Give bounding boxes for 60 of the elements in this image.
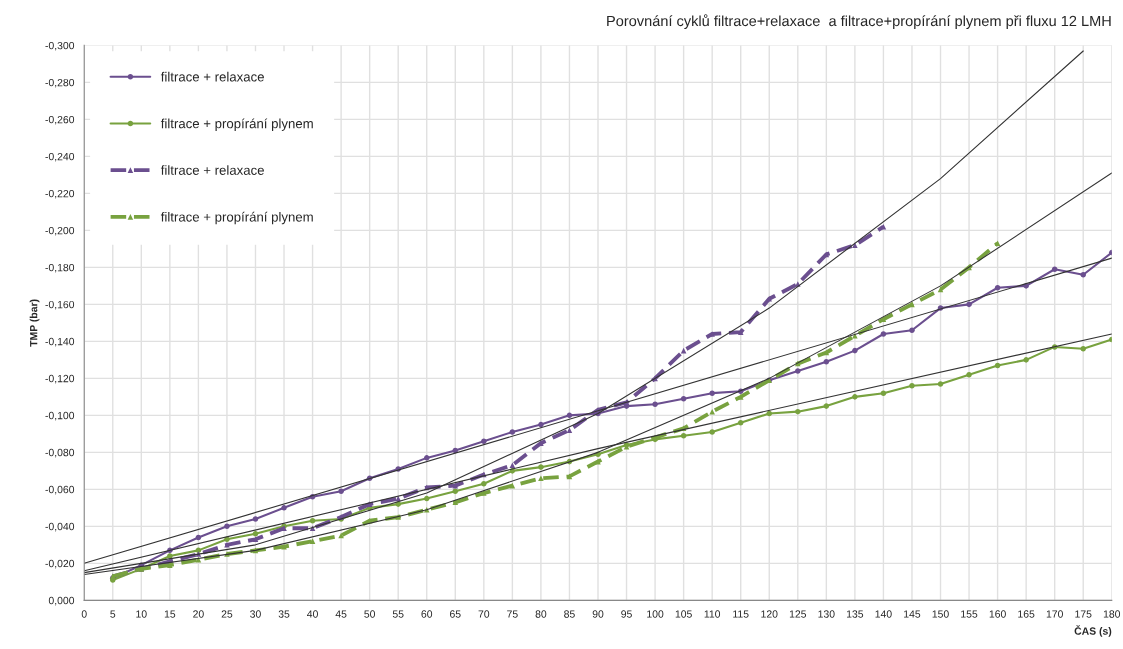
x-tick-label: 75 [507, 610, 518, 618]
x-tick-label: 145 [904, 610, 921, 618]
x-tick-label: 80 [535, 610, 547, 618]
x-tick-label: 40 [307, 610, 318, 618]
x-tick-label: 125 [789, 610, 807, 618]
x-axis-title: ČAS (s) [1074, 625, 1112, 637]
x-tick-label: 95 [621, 610, 632, 618]
y-tick-label: -0,260 [45, 115, 75, 125]
y-tick-label: -0,220 [45, 189, 75, 199]
x-tick-label: 130 [818, 610, 835, 618]
x-tick-label: 10 [136, 610, 147, 618]
x-tick-label: 135 [846, 610, 864, 618]
x-tick-label: 45 [335, 610, 347, 618]
y-tick-label: -0,080 [45, 448, 75, 458]
y-tick-label: -0,060 [45, 485, 75, 495]
x-tick-label: 70 [478, 610, 490, 618]
chart-title: Porovnání cyklů filtrace+relaxace a filtrace+propírání plynem při fluxu 12 LMH [607, 14, 1111, 30]
y-tick-label: -0,100 [45, 411, 75, 421]
y-tick-label: 0,000 [48, 596, 75, 606]
x-tick-label: 25 [221, 610, 233, 618]
x-tick-label: 155 [961, 610, 978, 618]
x-tick-label: 0 [81, 610, 87, 618]
x-tick-label: 180 [1103, 610, 1121, 618]
legend-label: filtrace + propírání plynem [160, 118, 313, 131]
legend-label: filtrace + propírání plynem [160, 211, 313, 225]
legend-label: filtrace + relaxace [160, 71, 264, 82]
y-tick-label: -0,140 [45, 337, 75, 347]
y-tick-label: -0,180 [45, 263, 75, 273]
x-tick-label: 175 [1075, 610, 1092, 618]
y-tick-label: -0,280 [45, 78, 75, 88]
x-tick-label: 30 [250, 610, 261, 618]
x-tick-label: 165 [1018, 610, 1035, 618]
y-tick-label: -0,160 [45, 300, 75, 310]
x-tick-label: 110 [704, 610, 721, 618]
x-tick-label: 50 [364, 610, 376, 618]
legend-label: filtrace + relaxace [160, 165, 264, 175]
x-tick-label: 105 [675, 610, 692, 618]
y-tick-label: -0,240 [45, 152, 75, 162]
x-tick-label: 85 [564, 610, 575, 618]
x-tick-label: 35 [278, 610, 290, 618]
x-tick-label: 15 [164, 610, 176, 618]
x-tick-label: 150 [932, 610, 949, 618]
x-tick-label: 100 [647, 610, 664, 618]
x-tick-label: 55 [392, 610, 404, 618]
y-tick-label: -0,040 [45, 522, 75, 532]
x-tick-label: 20 [193, 610, 204, 618]
x-tick-label: 5 [110, 610, 116, 618]
x-tick-label: 60 [421, 610, 433, 618]
x-tick-label: 120 [761, 610, 778, 618]
y-tick-label: -0,120 [45, 374, 75, 384]
y-tick-label: -0,020 [45, 559, 75, 569]
y-tick-label: -0,300 [45, 41, 75, 51]
x-tick-label: 160 [989, 610, 1006, 618]
x-tick-label: 90 [592, 610, 604, 618]
y-axis-title: TMP (bar) [29, 299, 40, 347]
x-tick-label: 170 [1046, 610, 1063, 618]
y-tick-label: -0,200 [45, 226, 75, 236]
x-tick-label: 140 [875, 610, 892, 618]
x-tick-label: 115 [733, 610, 749, 618]
x-tick-label: 65 [450, 610, 461, 618]
